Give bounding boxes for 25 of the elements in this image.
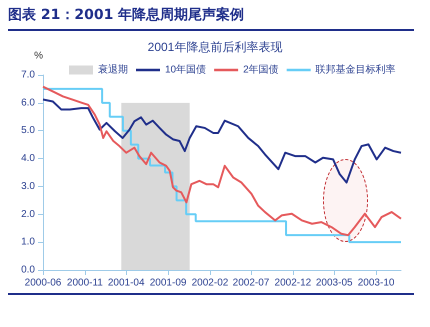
x-tick-label: 2000-06: [24, 278, 62, 288]
x-tick-label: 2002-07: [232, 278, 270, 288]
y-tick-label: 5.0: [21, 125, 36, 136]
x-tick-label: 2003-10: [358, 278, 395, 288]
legend-label: 衰退期: [98, 64, 128, 76]
y-tick-label: 2.0: [21, 208, 36, 220]
y-tick-label: 6.0: [21, 97, 36, 108]
y-tick-label: 4.0: [21, 153, 36, 164]
y-tick-label: 0.0: [21, 264, 36, 276]
x-tick-label: 2003-05: [316, 278, 354, 288]
x-tick-label: 2001-09: [150, 278, 187, 288]
legend-label: 10年国债: [165, 64, 206, 76]
chart-subtitle: 2001年降息前后利率表现: [148, 40, 282, 54]
y-tick-label: 3.0: [21, 180, 36, 192]
y-tick-label: 1.0: [21, 236, 36, 248]
line-series: [42, 98, 402, 184]
legend-label: 联邦基金目标利率: [316, 64, 396, 76]
x-tick-label: 2002-02: [192, 278, 229, 288]
y-tick-label: 7.0: [21, 70, 36, 80]
legend-label: 2年国债: [243, 64, 279, 76]
x-tick-label: 2002-12: [274, 278, 312, 288]
chart-title: 图表 21：2001 年降息周期尾声案例: [8, 6, 244, 24]
x-tick-label: 2001-04: [108, 278, 145, 288]
y-axis-title: %: [34, 50, 44, 62]
x-tick-label: 2000-11: [66, 278, 104, 288]
